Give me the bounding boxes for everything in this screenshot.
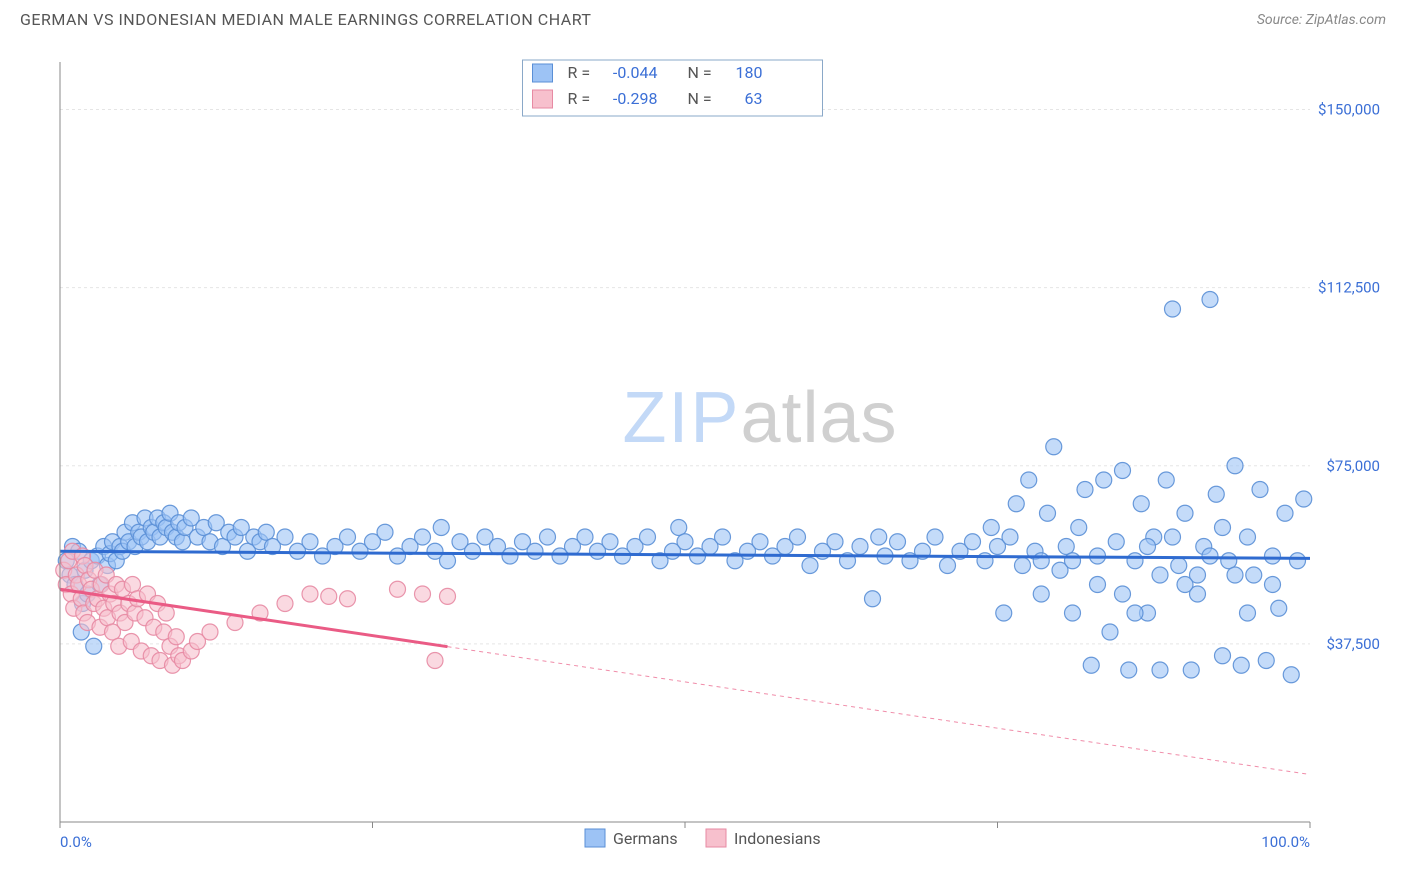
svg-text:N =: N =: [688, 89, 712, 108]
watermark: ZIPatlas: [622, 378, 897, 458]
x-tick-label: 100.0%: [1261, 833, 1310, 851]
chart-title: GERMAN VS INDONESIAN MEDIAN MALE EARNING…: [20, 10, 591, 29]
legend-swatch: [533, 64, 553, 82]
legend-label: Indonesians: [734, 829, 821, 848]
svg-text:-0.298: -0.298: [613, 89, 658, 108]
chart-source: Source: ZipAtlas.com: [1257, 12, 1386, 28]
svg-text:63: 63: [745, 89, 763, 108]
y-tick-label: $37,500: [1326, 635, 1380, 653]
svg-text:-0.044: -0.044: [613, 63, 658, 82]
svg-text:N =: N =: [688, 63, 712, 82]
legend-swatch: [585, 829, 605, 847]
svg-text:180: 180: [736, 63, 763, 82]
x-tick-label: 0.0%: [60, 833, 92, 851]
legend-swatch: [533, 90, 553, 108]
legend-swatch: [706, 829, 726, 847]
svg-text:R =: R =: [568, 63, 591, 82]
correlation-scatter-chart: ZIPatlas $37,500 $75,000 $112,500 $150,000 0.…: [50, 42, 1391, 852]
y-tick-label: $75,000: [1326, 457, 1380, 475]
y-tick-label: $112,500: [1318, 279, 1380, 297]
legend-label: Germans: [613, 829, 678, 848]
svg-text:R =: R =: [568, 89, 591, 108]
y-tick-label: $150,000: [1318, 101, 1380, 119]
